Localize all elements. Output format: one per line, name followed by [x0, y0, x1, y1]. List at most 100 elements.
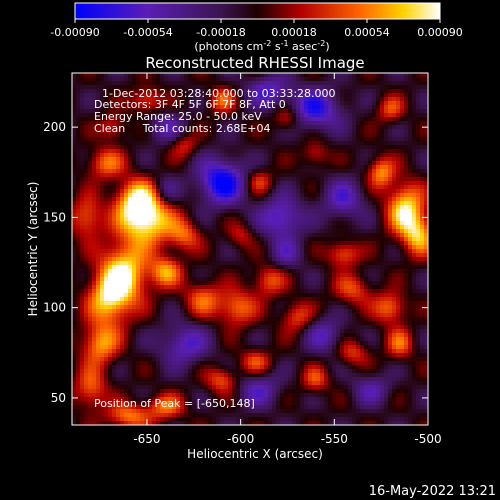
heatmap-cell: [272, 137, 276, 141]
heatmap-cell: [420, 289, 424, 293]
heatmap-cell: [156, 213, 160, 217]
heatmap-cell: [240, 149, 244, 153]
heatmap-cell: [156, 233, 160, 237]
heatmap-cell: [128, 225, 132, 229]
heatmap-cell: [116, 165, 120, 169]
colorbar-tick-label: 0.00054: [344, 26, 390, 39]
heatmap-cell: [284, 101, 288, 105]
heatmap-cell: [268, 109, 272, 113]
heatmap-cell: [332, 237, 336, 241]
heatmap-cell: [300, 197, 304, 201]
heatmap-cell: [136, 181, 140, 185]
heatmap-cell: [72, 213, 76, 217]
heatmap-cell: [248, 277, 252, 281]
heatmap-cell: [88, 205, 92, 209]
heatmap-cell: [408, 213, 412, 217]
heatmap-cell: [248, 245, 252, 249]
heatmap-cell: [296, 81, 300, 85]
heatmap-cell: [260, 169, 264, 173]
heatmap-cell: [164, 101, 168, 105]
heatmap-cell: [128, 145, 132, 149]
heatmap-cell: [352, 105, 356, 109]
heatmap-cell: [280, 213, 284, 217]
heatmap-cell: [196, 285, 200, 289]
heatmap-cell: [384, 73, 388, 77]
heatmap-cell: [116, 277, 120, 281]
heatmap-cell: [76, 197, 80, 201]
heatmap-cell: [108, 153, 112, 157]
heatmap-cell: [420, 261, 424, 265]
heatmap-cell: [184, 141, 188, 145]
heatmap-cell: [256, 73, 260, 77]
heatmap-cell: [388, 253, 392, 257]
heatmap-cell: [392, 105, 396, 109]
heatmap-cell: [104, 157, 108, 161]
heatmap-cell: [320, 141, 324, 145]
heatmap-cell: [108, 89, 112, 93]
heatmap-cell: [208, 141, 212, 145]
heatmap-cell: [328, 145, 332, 149]
heatmap-cell: [100, 173, 104, 177]
heatmap-cell: [304, 237, 308, 241]
heatmap-cell: [204, 125, 208, 129]
heatmap-cell: [404, 173, 408, 177]
heatmap-cell: [144, 213, 148, 217]
heatmap-cell: [196, 217, 200, 221]
heatmap-cell: [392, 145, 396, 149]
heatmap-cell: [156, 273, 160, 277]
heatmap-cell: [76, 249, 80, 253]
heatmap-cell: [76, 81, 80, 85]
heatmap-cell: [348, 117, 352, 121]
heatmap-cell: [416, 141, 420, 145]
heatmap-cell: [104, 117, 108, 121]
heatmap-cell: [200, 201, 204, 205]
heatmap-cell: [152, 205, 156, 209]
heatmap-cell: [84, 237, 88, 241]
heatmap-cell: [132, 281, 136, 285]
heatmap-cell: [232, 197, 236, 201]
heatmap-cell: [228, 257, 232, 261]
heatmap-cell: [252, 165, 256, 169]
heatmap-cell: [252, 261, 256, 265]
heatmap-cell: [144, 277, 148, 281]
heatmap-cell: [172, 89, 176, 93]
heatmap-cell: [364, 233, 368, 237]
heatmap-cell: [416, 153, 420, 157]
heatmap-cell: [400, 293, 404, 297]
heatmap-cell: [232, 141, 236, 145]
heatmap-cell: [192, 293, 196, 297]
heatmap-cell: [228, 209, 232, 213]
heatmap-cell: [260, 177, 264, 181]
heatmap-cell: [200, 113, 204, 117]
heatmap-cell: [148, 125, 152, 129]
heatmap-cell: [248, 209, 252, 213]
heatmap-cell: [120, 265, 124, 269]
heatmap-cell: [284, 77, 288, 81]
heatmap-cell: [380, 221, 384, 225]
heatmap-cell: [192, 217, 196, 221]
heatmap-cell: [200, 125, 204, 129]
heatmap-cell: [128, 257, 132, 261]
heatmap-cell: [308, 217, 312, 221]
heatmap-cell: [236, 221, 240, 225]
heatmap-cell: [216, 181, 220, 185]
heatmap-cell: [228, 181, 232, 185]
heatmap-cell: [412, 229, 416, 233]
heatmap-cell: [132, 133, 136, 137]
heatmap-cell: [132, 73, 136, 77]
heatmap-cell: [80, 113, 84, 117]
heatmap-cell: [220, 89, 224, 93]
heatmap-cell: [184, 185, 188, 189]
heatmap-cell: [312, 145, 316, 149]
heatmap-cell: [216, 105, 220, 109]
heatmap-cell: [112, 229, 116, 233]
heatmap-cell: [376, 153, 380, 157]
heatmap-cell: [284, 117, 288, 121]
heatmap-cell: [272, 245, 276, 249]
heatmap-cell: [208, 161, 212, 165]
heatmap-cell: [156, 97, 160, 101]
heatmap-cell: [212, 77, 216, 81]
heatmap-cell: [240, 245, 244, 249]
heatmap-cell: [216, 149, 220, 153]
heatmap-cell: [228, 117, 232, 121]
